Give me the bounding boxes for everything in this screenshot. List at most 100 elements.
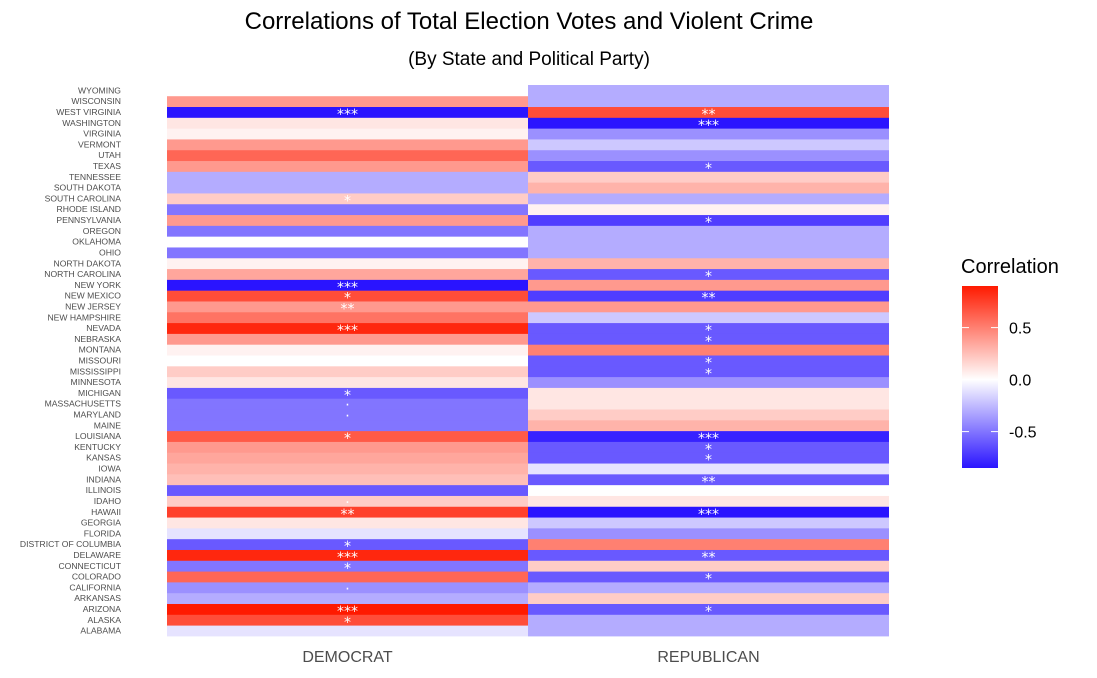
significance-label: . bbox=[345, 491, 349, 507]
y-tick-label: OREGON bbox=[83, 226, 121, 236]
heatmap-cell bbox=[167, 560, 528, 572]
significance-label: * bbox=[705, 442, 712, 458]
significance-label: . bbox=[345, 405, 349, 421]
heatmap-cell bbox=[528, 106, 889, 118]
heatmap-cells bbox=[167, 85, 889, 637]
heatmap-cell bbox=[528, 344, 889, 356]
heatmap-cell bbox=[528, 225, 889, 237]
significance-label: * bbox=[705, 334, 712, 350]
y-tick-label: NORTH CAROLINA bbox=[44, 269, 121, 279]
significance-label: ** bbox=[702, 550, 716, 566]
heatmap-cell bbox=[528, 193, 889, 205]
heatmap-cell bbox=[528, 571, 889, 583]
significance-label: *** bbox=[698, 118, 719, 134]
heatmap-cell bbox=[167, 430, 528, 442]
y-tick-label: ARIZONA bbox=[83, 604, 121, 614]
significance-label: * bbox=[705, 604, 712, 620]
heatmap-cell bbox=[167, 592, 528, 604]
legend-tick-label: 0.5 bbox=[1009, 321, 1031, 338]
heatmap-cell bbox=[167, 625, 528, 637]
heatmap-cell bbox=[167, 225, 528, 237]
heatmap-cell bbox=[167, 463, 528, 475]
significance-marks: ****.*******.*..************************… bbox=[337, 107, 719, 631]
y-tick-label: ALASKA bbox=[88, 615, 122, 625]
significance-label: * bbox=[705, 269, 712, 285]
heatmap-cell bbox=[528, 549, 889, 561]
heatmap-cell bbox=[528, 495, 889, 507]
significance-label: *** bbox=[337, 604, 358, 620]
y-tick-label: KENTUCKY bbox=[74, 442, 121, 452]
y-tick-label: MICHIGAN bbox=[78, 388, 121, 398]
legend-tick-label: -0.5 bbox=[1009, 425, 1037, 442]
significance-label: * bbox=[344, 539, 351, 555]
heatmap-cell bbox=[167, 95, 528, 108]
heatmap-cell bbox=[528, 592, 889, 604]
y-tick-label: NEW YORK bbox=[74, 280, 121, 290]
significance-label: ** bbox=[341, 507, 355, 523]
heatmap-cell bbox=[167, 538, 528, 550]
y-tick-label: ALABAMA bbox=[80, 626, 121, 636]
heatmap-cell bbox=[167, 117, 528, 129]
y-tick-label: SOUTH DAKOTA bbox=[54, 183, 121, 193]
heatmap-cell bbox=[528, 409, 889, 421]
heatmap-cell bbox=[167, 419, 528, 432]
y-tick-label: MONTANA bbox=[79, 345, 122, 355]
heatmap-cell bbox=[528, 290, 889, 302]
heatmap-cell bbox=[528, 322, 889, 334]
y-tick-label: INDIANA bbox=[86, 474, 121, 484]
heatmap-cell bbox=[167, 571, 528, 583]
heatmap-cell bbox=[528, 614, 889, 626]
heatmap-cell bbox=[528, 182, 889, 194]
significance-label: * bbox=[705, 161, 712, 177]
heatmap-cell bbox=[167, 301, 528, 313]
y-tick-label: WEST VIRGINIA bbox=[56, 107, 121, 117]
heatmap-cell bbox=[528, 538, 889, 550]
significance-label: *** bbox=[337, 550, 358, 566]
y-tick-label: MARYLAND bbox=[73, 410, 121, 420]
heatmap-cell bbox=[167, 279, 528, 291]
y-tick-label: NORTH DAKOTA bbox=[54, 258, 122, 268]
heatmap-cell bbox=[528, 365, 889, 378]
significance-label: . bbox=[345, 394, 349, 410]
y-tick-label: NEW MEXICO bbox=[65, 291, 122, 301]
y-tick-label: DISTRICT OF COLUMBIA bbox=[20, 539, 121, 549]
y-tick-label: VERMONT bbox=[78, 139, 122, 149]
heatmap-cell bbox=[528, 95, 889, 108]
significance-label: . bbox=[345, 577, 349, 593]
heatmap-cell bbox=[528, 430, 889, 442]
heatmap-cell bbox=[528, 85, 889, 97]
heatmap-cell bbox=[167, 214, 528, 226]
heatmap-cell bbox=[167, 409, 528, 421]
y-tick-label: NEVADA bbox=[86, 323, 121, 333]
color-legend: Correlation 0.5 0.0 -0.5 bbox=[961, 256, 1059, 468]
y-tick-label: MISSOURI bbox=[79, 356, 122, 366]
y-tick-label: MISSISSIPPI bbox=[70, 366, 121, 376]
heatmap-cell bbox=[167, 387, 528, 399]
y-tick-label: IOWA bbox=[98, 464, 121, 474]
significance-label: * bbox=[344, 561, 351, 577]
heatmap-cell bbox=[167, 160, 528, 172]
significance-label: * bbox=[344, 291, 351, 307]
significance-label: * bbox=[705, 323, 712, 339]
y-tick-label: ARKANSAS bbox=[74, 593, 121, 603]
heatmap-cell bbox=[528, 581, 889, 594]
significance-label: * bbox=[344, 388, 351, 404]
heatmap-cell bbox=[167, 203, 528, 216]
y-tick-label: MASSACHUSETTS bbox=[45, 399, 122, 409]
heatmap-cell bbox=[167, 311, 528, 324]
heatmap-cell bbox=[167, 171, 528, 183]
heatmap-cell bbox=[167, 257, 528, 270]
y-tick-label: MINNESOTA bbox=[71, 377, 122, 387]
heatmap-cell bbox=[167, 614, 528, 626]
heatmap-cell bbox=[528, 117, 889, 129]
heatmap-cell bbox=[167, 365, 528, 378]
y-tick-label: RHODE ISLAND bbox=[57, 204, 121, 214]
legend-tick-label: 0.0 bbox=[1009, 373, 1031, 390]
heatmap-cell bbox=[167, 506, 528, 518]
significance-label: *** bbox=[698, 507, 719, 523]
heatmap-cell bbox=[528, 236, 889, 248]
heatmap-cell bbox=[528, 149, 889, 162]
heatmap-cell bbox=[167, 106, 528, 118]
significance-label: * bbox=[705, 572, 712, 588]
y-tick-label: UTAH bbox=[98, 150, 121, 160]
